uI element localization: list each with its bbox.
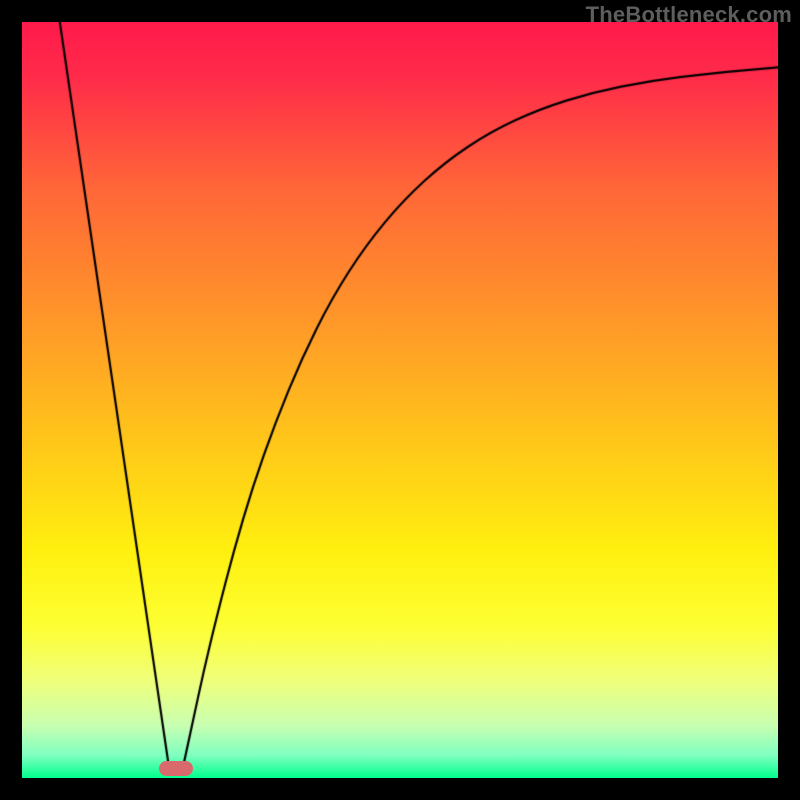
chart-root: TheBottleneck.com	[0, 0, 800, 800]
plot-area	[22, 22, 778, 778]
watermark-text: TheBottleneck.com	[586, 2, 792, 28]
minimum-marker	[159, 761, 193, 776]
curve-canvas	[22, 22, 778, 778]
